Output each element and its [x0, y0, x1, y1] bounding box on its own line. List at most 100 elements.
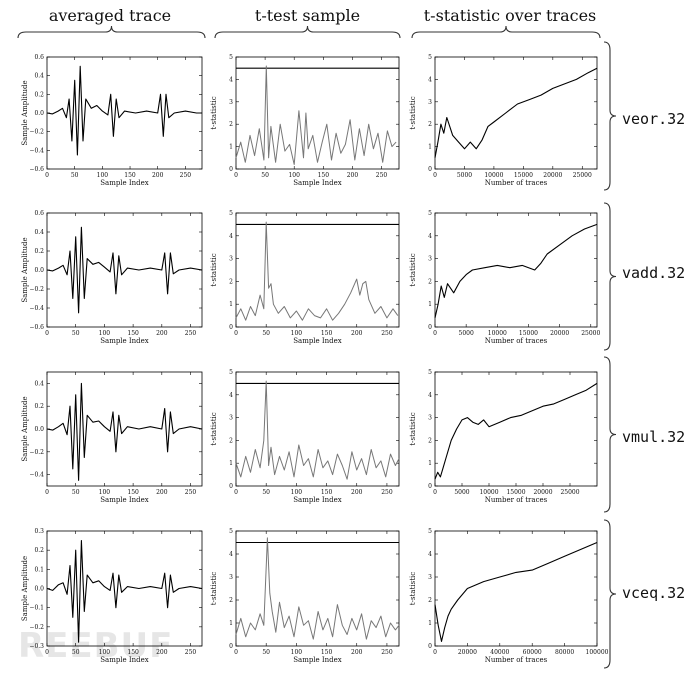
x-tick-label-ttest-vmul: 250 — [381, 489, 393, 496]
x-tick-label-tstat-vceq: 40000 — [490, 649, 509, 656]
y-tick-label-tstat-vmul: 5 — [428, 369, 432, 376]
x-tick-label-tstat-veor: 10000 — [484, 172, 503, 179]
x-tick-label-avg-veor: 0 — [45, 172, 49, 179]
x-tick-label-tstat-vadd: 5000 — [459, 330, 474, 337]
y-axis-label-avg-vceq: Sample Amplitude — [21, 556, 29, 621]
y-tick-label-tstat-veor: 2 — [428, 121, 432, 128]
y-tick-label-avg-vadd: 0.0 — [34, 267, 44, 274]
y-tick-label-avg-veor: 0.4 — [34, 73, 44, 80]
y-tick-label-avg-vceq: −0.1 — [29, 605, 44, 612]
y-axis-label-avg-vmul: Sample Amplitude — [21, 396, 29, 461]
row-brace — [603, 202, 617, 351]
y-tick-label-avg-veor: 0.0 — [34, 110, 44, 117]
x-tick-label-avg-veor: 50 — [71, 172, 79, 179]
x-tick-label-avg-vadd: 150 — [127, 330, 139, 337]
y-tick-label-avg-vadd: 0.4 — [34, 229, 44, 236]
x-tick-label-tstat-vceq: 20000 — [458, 649, 477, 656]
x-axis-label-avg-veor: Sample Index — [100, 179, 149, 187]
y-tick-label-ttest-vmul: 1 — [229, 460, 233, 467]
x-tick-label-tstat-vmul: 15000 — [506, 489, 525, 496]
x-tick-label-ttest-vceq: 50 — [262, 649, 270, 656]
y-tick-label-tstat-vadd: 0 — [428, 324, 432, 331]
y-tick-label-tstat-vmul: 2 — [428, 437, 432, 444]
x-tick-label-tstat-veor: 20000 — [543, 172, 562, 179]
y-tick-label-avg-vceq: −0.2 — [29, 624, 44, 631]
x-tick-label-tstat-veor: 0 — [433, 172, 437, 179]
row-brace — [603, 519, 617, 669]
y-axis-label-ttest-veor: t-statistic — [210, 96, 218, 129]
plot-frame-ttest-vceq — [235, 530, 400, 647]
y-tick-label-ttest-vadd: 0 — [229, 324, 233, 331]
x-tick-label-ttest-veor: 200 — [347, 172, 359, 179]
y-tick-label-ttest-vmul: 5 — [229, 369, 233, 376]
y-tick-label-ttest-vceq: 0 — [229, 643, 233, 650]
x-tick-label-avg-vmul: 0 — [45, 489, 49, 496]
y-axis-label-ttest-vmul: t-statistic — [210, 412, 218, 445]
plot-frame-ttest-vadd — [235, 212, 400, 328]
y-tick-label-ttest-veor: 4 — [229, 76, 233, 83]
y-tick-label-ttest-vadd: 5 — [229, 210, 233, 217]
x-tick-label-tstat-vadd: 0 — [433, 330, 437, 337]
x-axis-label-tstat-veor: Number of traces — [485, 179, 548, 187]
x-tick-label-avg-vmul: 200 — [156, 489, 168, 496]
series-line-ttest-vceq — [235, 537, 400, 640]
x-tick-label-ttest-vmul: 50 — [262, 489, 270, 496]
y-tick-label-tstat-veor: 0 — [428, 166, 432, 173]
row-brace — [603, 356, 617, 513]
x-axis-label-tstat-vadd: Number of traces — [485, 337, 548, 345]
x-tick-label-tstat-vadd: 20000 — [550, 330, 569, 337]
y-tick-label-avg-vceq: 0.3 — [34, 528, 44, 535]
y-axis-label-tstat-vceq: t-statistic — [409, 572, 417, 605]
series-line-tstat-vceq — [434, 541, 598, 642]
x-tick-label-avg-vmul: 150 — [127, 489, 139, 496]
y-tick-label-tstat-vadd: 4 — [428, 233, 432, 240]
x-axis-label-avg-vadd: Sample Index — [100, 337, 149, 345]
x-tick-label-avg-veor: 250 — [180, 172, 192, 179]
x-tick-label-ttest-vmul: 0 — [234, 489, 238, 496]
x-tick-label-ttest-veor: 50 — [261, 172, 269, 179]
y-tick-label-tstat-veor: 5 — [428, 54, 432, 61]
y-tick-label-avg-veor: 0.2 — [34, 91, 44, 98]
series-line-ttest-vmul — [235, 380, 400, 480]
x-tick-label-avg-vadd: 50 — [72, 330, 80, 337]
y-tick-label-avg-vadd: 0.6 — [34, 210, 44, 217]
x-tick-label-avg-vceq: 200 — [156, 649, 168, 656]
y-tick-label-avg-vceq: 0.2 — [34, 547, 44, 554]
x-tick-label-ttest-vmul: 100 — [291, 489, 303, 496]
y-tick-label-avg-vmul: 0.2 — [34, 403, 44, 410]
y-tick-label-ttest-veor: 1 — [229, 144, 233, 151]
y-tick-label-avg-vadd: −0.6 — [29, 324, 44, 331]
x-tick-label-avg-vceq: 100 — [99, 649, 111, 656]
x-tick-label-ttest-veor: 100 — [288, 172, 300, 179]
y-tick-label-avg-vceq: 0.0 — [34, 586, 44, 593]
x-tick-label-tstat-veor: 15000 — [514, 172, 533, 179]
y-tick-label-avg-veor: 0.6 — [34, 54, 44, 61]
x-tick-label-avg-vadd: 200 — [156, 330, 168, 337]
x-tick-label-tstat-vadd: 15000 — [519, 330, 538, 337]
x-axis-label-ttest-vceq: Sample Index — [293, 656, 342, 664]
y-tick-label-avg-vadd: 0.2 — [34, 248, 44, 255]
y-tick-label-ttest-veor: 0 — [229, 166, 233, 173]
x-axis-label-ttest-vadd: Sample Index — [293, 337, 342, 345]
plot-frame-tstat-vmul — [434, 371, 598, 487]
y-tick-label-tstat-vceq: 4 — [428, 551, 432, 558]
y-tick-label-tstat-vadd: 3 — [428, 256, 432, 263]
x-tick-label-avg-vadd: 0 — [45, 330, 49, 337]
y-tick-label-avg-vceq: −0.3 — [29, 643, 44, 650]
x-tick-label-tstat-vmul: 0 — [433, 489, 437, 496]
y-tick-label-tstat-vceq: 1 — [428, 620, 432, 627]
x-tick-label-avg-vceq: 150 — [127, 649, 139, 656]
plot-frame-tstat-veor — [434, 56, 598, 170]
series-line-avg-vmul — [46, 382, 203, 481]
row-label-vadd: vadd.32 — [622, 264, 686, 282]
y-tick-label-tstat-vmul: 4 — [428, 392, 432, 399]
y-tick-label-ttest-vadd: 2 — [229, 278, 233, 285]
x-axis-label-avg-vceq: Sample Index — [100, 656, 149, 664]
y-tick-label-tstat-vadd: 1 — [428, 301, 432, 308]
x-tick-label-ttest-vadd: 0 — [234, 330, 238, 337]
plot-frame-ttest-vmul — [235, 371, 400, 487]
y-tick-label-avg-vmul: 0.4 — [34, 380, 44, 387]
x-tick-label-avg-vceq: 250 — [185, 649, 197, 656]
x-tick-label-tstat-vadd: 10000 — [488, 330, 507, 337]
